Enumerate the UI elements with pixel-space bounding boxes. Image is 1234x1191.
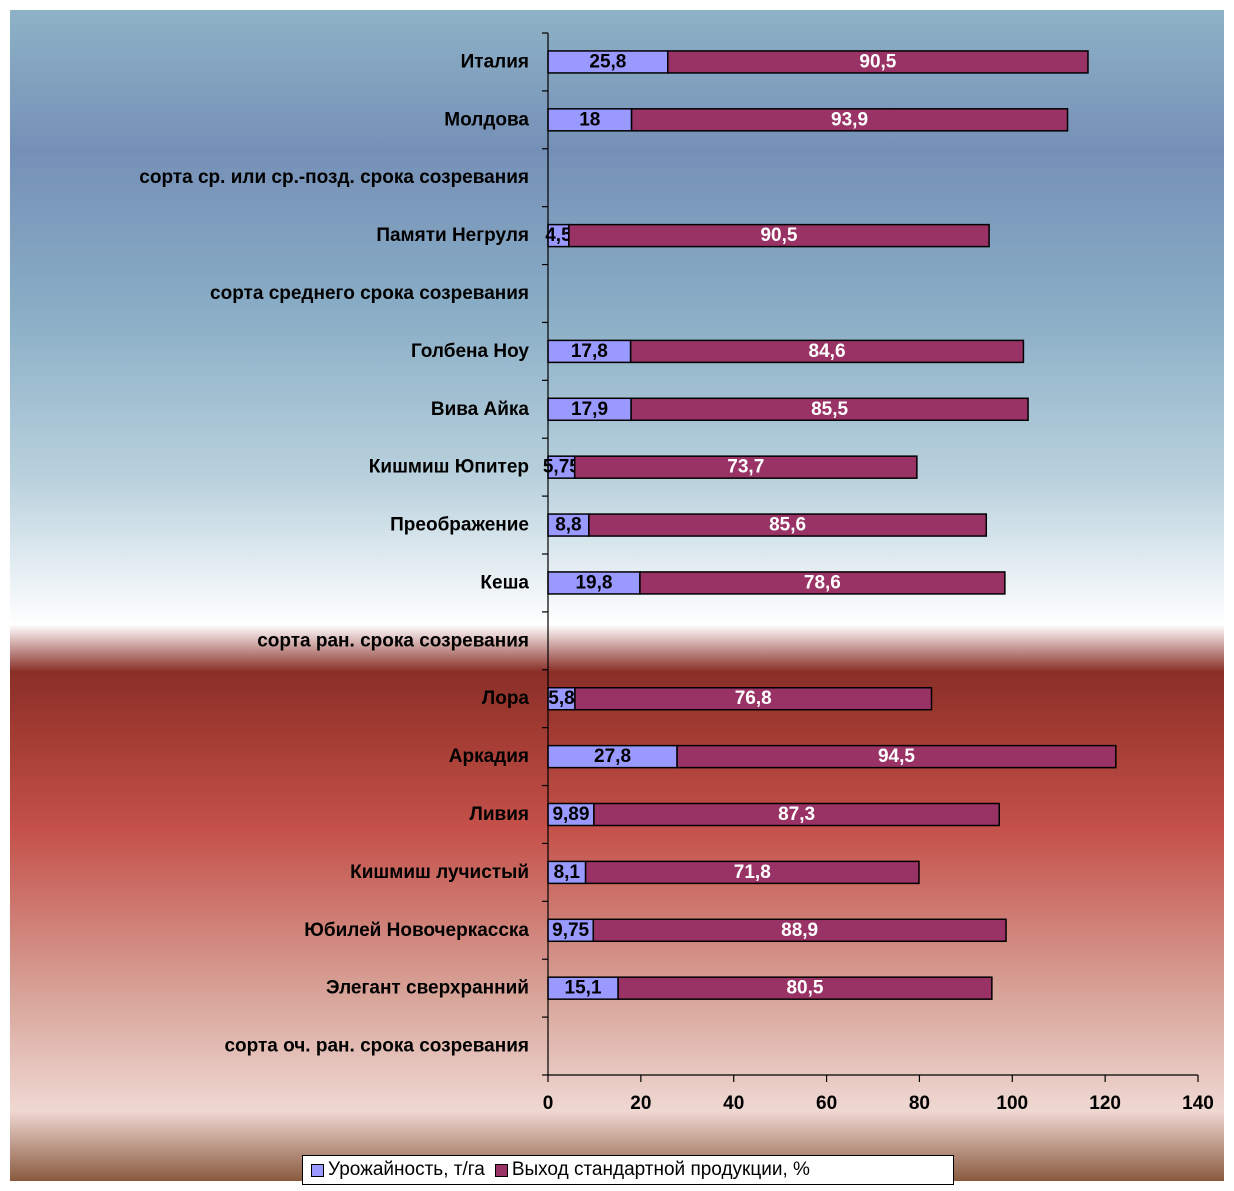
data-label: 94,5 <box>878 746 915 767</box>
legend-swatch-yield <box>311 1163 324 1177</box>
category-label: Памяти Негруля <box>376 225 529 246</box>
category-label: Кишмиш лучистый <box>350 862 529 883</box>
bar-segment <box>584 860 920 885</box>
category-label: Аркадия <box>449 746 529 767</box>
category-label: Кеша <box>480 572 529 593</box>
bar-segment <box>568 223 990 248</box>
legend-item-yield: Урожайность, т/га <box>311 1159 485 1181</box>
data-label: 27,8 <box>594 746 631 767</box>
category-label: Молдова <box>444 109 529 130</box>
x-tick-label: 140 <box>1182 1093 1214 1114</box>
category-label: сорта среднего срока созревания <box>210 283 529 304</box>
data-label: 8,1 <box>554 862 581 883</box>
legend: Урожайность, т/га Выход стандартной прод… <box>302 1155 954 1185</box>
category-label: Вива Айка <box>431 399 530 420</box>
category-label: Лора <box>482 688 530 709</box>
bar-segment <box>592 918 1007 943</box>
legend-label-standard-output: Выход стандартной продукции, % <box>511 1159 810 1180</box>
x-tick-label: 20 <box>630 1093 651 1114</box>
data-label: 87,3 <box>778 804 815 825</box>
data-label: 4,5 <box>545 225 572 246</box>
data-label: 25,8 <box>589 51 626 72</box>
bar-segment <box>667 50 1089 74</box>
data-label: 85,6 <box>769 515 806 536</box>
data-label: 19,8 <box>575 572 612 593</box>
legend-label-yield: Урожайность, т/га <box>328 1159 485 1180</box>
data-label: 18 <box>579 109 600 130</box>
x-tick-label: 80 <box>909 1093 930 1114</box>
data-label: 93,9 <box>831 109 868 130</box>
data-label: 15,1 <box>565 978 602 999</box>
x-tick-label: 60 <box>816 1093 837 1114</box>
bar-segment <box>629 339 1025 364</box>
data-label: 85,5 <box>811 399 848 420</box>
data-label: 80,5 <box>786 978 823 999</box>
data-label: 9,89 <box>552 804 589 825</box>
category-label: Ливия <box>470 804 529 825</box>
bar-segment <box>588 513 988 537</box>
bar-segment <box>630 397 1029 422</box>
data-label: 78,6 <box>804 572 841 593</box>
data-label: 8,8 <box>555 515 581 536</box>
data-label: 71,8 <box>734 862 771 883</box>
data-label: 90,5 <box>859 51 896 72</box>
bar-segment <box>639 571 1006 595</box>
bar-segment <box>617 976 993 1000</box>
data-label: 5,75 <box>543 457 580 478</box>
data-label: 76,8 <box>735 688 772 709</box>
data-label: 5,8 <box>548 688 574 709</box>
x-tick-label: 0 <box>543 1093 554 1114</box>
x-tick-label: 100 <box>996 1093 1028 1114</box>
category-label: Голбена Ноу <box>411 341 529 362</box>
bar-segment <box>676 744 1117 769</box>
bars-layer: 15,1 80,5 9,75 88,9 8,1 71,8 9,89 87,3 27,8 94,5 5… <box>543 50 1117 1000</box>
category-axis: сорта оч. ран. срока созревания Элегант с… <box>139 51 529 1056</box>
data-label: 17,8 <box>571 341 608 362</box>
category-label: сорта оч. ран. срока созревания <box>224 1036 529 1057</box>
bar-segment <box>630 108 1069 132</box>
category-label: Юбилей Новочеркасска <box>304 920 529 941</box>
category-label: Кишмиш Юпитер <box>369 457 529 478</box>
bar-segment <box>573 455 918 479</box>
data-label: 17,9 <box>571 399 608 420</box>
category-label: сорта ср. или ср.-позд. срока созревания <box>139 167 529 188</box>
data-label: 73,7 <box>727 457 764 478</box>
legend-item-standard-output: Выход стандартной продукции, % <box>494 1159 810 1181</box>
data-label: 90,5 <box>760 225 797 246</box>
bar-segment <box>574 686 933 711</box>
category-label: Преображение <box>390 515 529 536</box>
x-tick-label: 40 <box>723 1093 744 1114</box>
data-label: 9,75 <box>552 920 589 941</box>
x-axis: 0 20 40 60 80 100 120 140 <box>542 32 1214 1114</box>
data-label: 88,9 <box>781 920 818 941</box>
category-label: сорта ран. срока созревания <box>257 630 529 651</box>
data-label: 84,6 <box>809 341 846 362</box>
legend-swatch-standard-output <box>494 1163 508 1177</box>
x-tick-label: 120 <box>1089 1093 1121 1114</box>
category-label: Элегант сверхранний <box>326 978 529 999</box>
category-label: Италия <box>461 51 529 72</box>
bar-segment <box>593 802 1000 827</box>
